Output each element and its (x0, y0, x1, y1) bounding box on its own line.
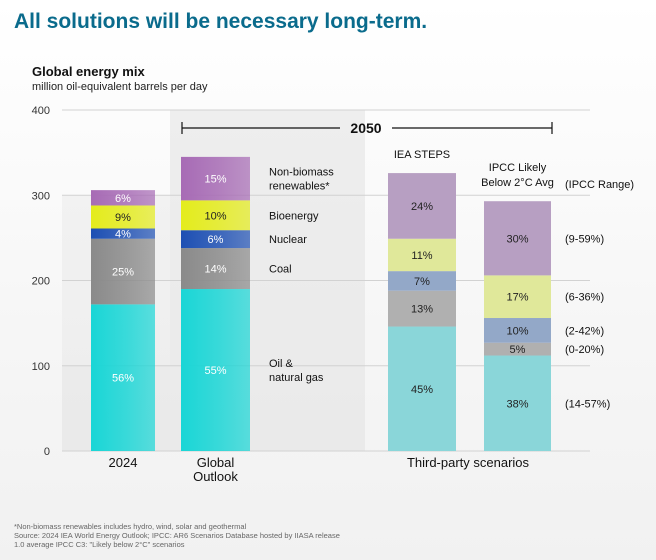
bar-value-label: 10% (506, 325, 528, 337)
bar-segment (484, 318, 551, 343)
bar-segment (181, 230, 250, 249)
period-label: 2050 (350, 120, 381, 136)
scenario-label: Below 2°C Avg (481, 177, 554, 189)
bar-segment (388, 290, 456, 327)
bar-value-label: 6% (115, 193, 131, 205)
bar-value-label: 7% (414, 276, 430, 288)
ipcc-range-label: (6-36%) (565, 292, 604, 304)
bar-value-label: 45% (411, 384, 433, 396)
x-category-label: 2024 (109, 455, 138, 470)
chart-subtitle: million oil-equivalent barrels per day (32, 81, 208, 93)
bar-segment (388, 326, 456, 451)
bar-value-label: 55% (204, 365, 226, 377)
bar-segment (484, 355, 551, 451)
y-tick-label: 0 (44, 446, 50, 458)
bar-segment (181, 156, 250, 201)
bar-segment (388, 173, 456, 239)
bar-value-label: 6% (208, 234, 224, 246)
bar-segment (181, 200, 250, 231)
bar-segment (388, 238, 456, 272)
x-category-label: Outlook (193, 469, 238, 484)
series-label: Coal (269, 264, 292, 276)
bar-value-label: 4% (115, 229, 131, 241)
series-label: Non-biomass (269, 167, 334, 179)
scenario-label: IPCC Likely (489, 162, 547, 174)
bar-segment (388, 271, 456, 291)
series-label: Bioenergy (269, 210, 319, 222)
chart-title: Global energy mix (32, 64, 145, 79)
energy-mix-chart: 0 100 200 300 400 2050 56% 25% 4% 9% 6% 2024 55% 14% 6… (32, 105, 634, 484)
ipcc-range-label: (9-59%) (565, 233, 604, 245)
bar-value-label: 13% (411, 304, 433, 316)
bar-value-label: 25% (112, 267, 134, 279)
series-label: Oil & (269, 358, 294, 370)
footnotes: *Non-biomass renewables includes hydro, … (14, 522, 340, 549)
bar-value-label: 15% (204, 174, 226, 186)
bar-segment (484, 275, 551, 319)
bar-value-label: 10% (204, 210, 226, 222)
bar-segment (484, 201, 551, 276)
bar-value-label: 24% (411, 201, 433, 213)
ipcc-range-header: (IPCC Range) (565, 179, 634, 191)
ipcc-range-label: (2-42%) (565, 325, 604, 337)
series-label: Nuclear (269, 234, 307, 246)
x-category-label: Global (197, 455, 235, 470)
bar-value-label: 17% (506, 292, 528, 304)
series-label: natural gas (269, 372, 324, 384)
series-label: renewables* (269, 181, 330, 193)
footnote-renewables: *Non-biomass renewables includes hydro, … (14, 522, 247, 531)
y-tick-label: 200 (32, 276, 50, 288)
bar-value-label: 38% (506, 398, 528, 410)
bar-value-label: 11% (411, 250, 432, 262)
page-headline: All solutions will be necessary long-ter… (14, 10, 428, 33)
y-tick-label: 400 (32, 105, 50, 117)
bar-value-label: 30% (506, 233, 528, 245)
bar-value-label: 5% (510, 344, 526, 356)
bar-segment (91, 205, 155, 229)
bar-segment (91, 238, 155, 305)
footnote-source: Source: 2024 IEA World Energy Outlook; I… (14, 531, 340, 540)
bar-segment (91, 228, 155, 239)
bar-value-label: 9% (115, 212, 131, 224)
bar-segment (91, 304, 155, 451)
bar-segment (91, 190, 155, 206)
ipcc-range-label: (0-20%) (565, 344, 604, 356)
bar-value-label: 14% (204, 264, 226, 276)
bar-segment (181, 248, 250, 290)
bar-segment (484, 342, 551, 356)
group-label: Third-party scenarios (407, 455, 530, 470)
bar-segment (181, 289, 250, 451)
y-tick-label: 300 (32, 190, 50, 202)
footnote-ipcc: 1.0 average IPCC C3: "Likely below 2°C" … (14, 540, 185, 549)
scenario-label: IEA STEPS (394, 149, 450, 161)
ipcc-range-label: (14-57%) (565, 398, 610, 410)
bar-value-label: 56% (112, 373, 134, 385)
y-tick-label: 100 (32, 361, 50, 373)
